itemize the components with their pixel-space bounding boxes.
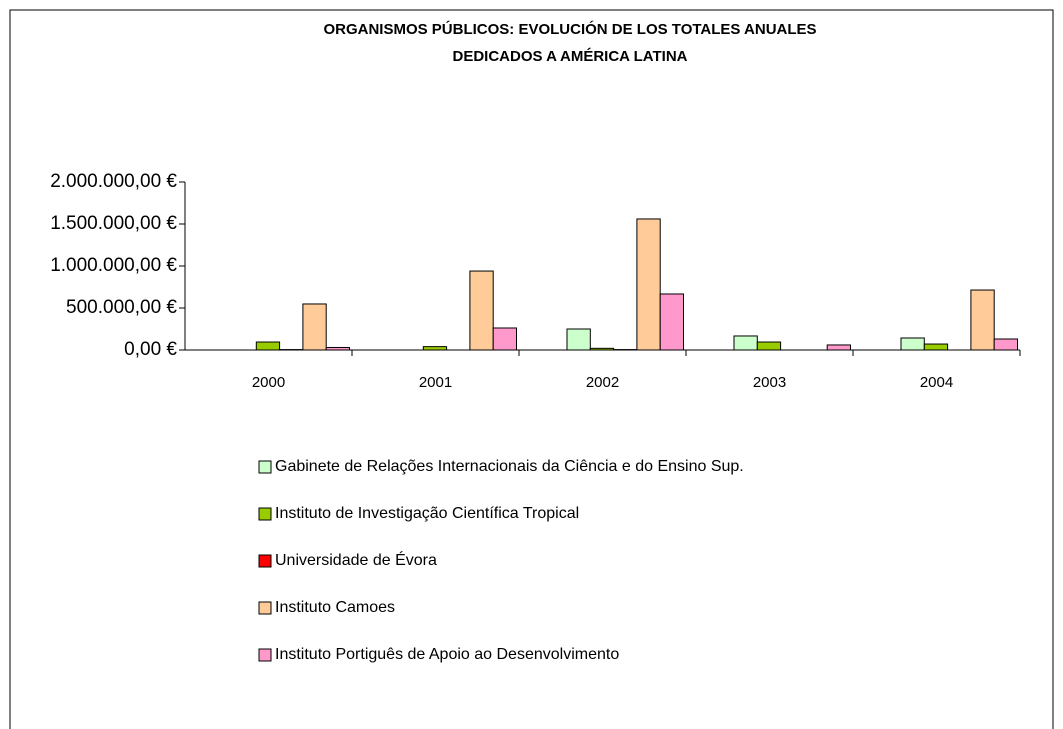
bar — [469, 270, 494, 351]
bar — [302, 303, 327, 351]
bar — [422, 346, 448, 351]
bar — [492, 327, 518, 351]
legend-label: Gabinete de Relações Internacionais da C… — [275, 458, 744, 475]
bar — [255, 341, 281, 351]
legend-swatch — [258, 460, 272, 474]
legend-swatch — [258, 601, 272, 615]
x-tick-label: 2002 — [586, 374, 619, 391]
bar — [589, 347, 615, 351]
chart-title: DEDICADOS A AMÉRICA LATINA — [453, 48, 688, 65]
legend-label: Instituto Portiguês de Apoio ao Desenvol… — [275, 646, 619, 663]
chart-title: ORGANISMOS PÚBLICOS: EVOLUCIÓN DE LOS TO… — [323, 20, 816, 38]
y-tick-label: 1.000.000,00 € — [50, 255, 177, 276]
legend-swatch — [258, 648, 272, 662]
bar — [970, 289, 995, 351]
bar — [993, 338, 1019, 351]
x-tick-label: 2001 — [419, 374, 452, 391]
y-tick-label: 1.500.000,00 € — [50, 213, 177, 234]
bar — [826, 344, 852, 351]
bar — [756, 341, 782, 351]
bar — [923, 343, 949, 351]
bar — [900, 337, 925, 351]
bar — [636, 218, 661, 351]
legend-label: Instituto Camoes — [275, 599, 395, 616]
legend-swatch — [258, 554, 272, 568]
legend-label: Instituto de Investigação Científica Tro… — [275, 505, 579, 522]
x-tick-label: 2003 — [753, 374, 786, 391]
x-tick-label: 2000 — [252, 374, 285, 391]
bar — [733, 335, 758, 351]
chart-border — [9, 9, 1054, 729]
legend-label: Universidade de Évora — [275, 550, 437, 569]
bar — [566, 328, 591, 351]
legend-swatch — [258, 507, 272, 521]
bar — [659, 293, 685, 351]
y-tick-label: 0,00 € — [124, 339, 177, 360]
y-tick-label: 500.000,00 € — [66, 297, 177, 318]
x-tick-label: 2004 — [920, 374, 953, 391]
y-tick-label: 2.000.000,00 € — [50, 171, 177, 192]
bar — [325, 346, 351, 351]
